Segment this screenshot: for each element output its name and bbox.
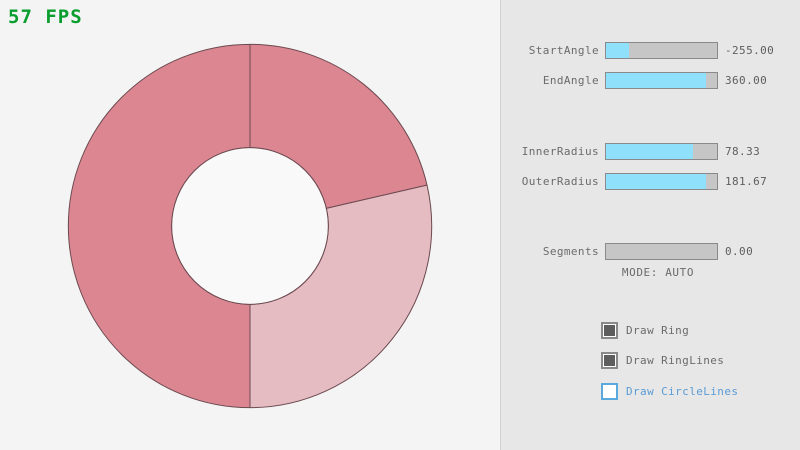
slider-track-outer-radius[interactable]	[605, 172, 718, 190]
checkbox-row-draw-circlelines[interactable]: Draw CircleLines	[601, 381, 738, 401]
checkbox-mark-icon	[604, 354, 615, 366]
slider-row-outer-radius[interactable]: OuterRadius 181.67	[501, 171, 800, 191]
slider-fill-end-angle	[606, 72, 706, 88]
slider-label-outer-radius: OuterRadius	[521, 174, 599, 188]
slider-track-start-angle[interactable]	[605, 41, 718, 59]
checkbox-label-draw-circlelines: Draw CircleLines	[626, 384, 739, 398]
render-viewport: 57 FPS	[8, 6, 433, 409]
mode-label: MODE: AUTO	[621, 266, 695, 279]
checkbox-draw-ringlines[interactable]	[601, 351, 618, 369]
slider-value-start-angle: -255.00	[725, 43, 775, 57]
slider-label-segments: Segments	[542, 244, 599, 258]
slider-value-inner-radius: 78.33	[725, 144, 761, 158]
checkbox-label-draw-ring: Draw Ring	[626, 323, 690, 337]
donut-chart	[67, 43, 433, 409]
slider-row-segments[interactable]: Segments 0.00	[501, 241, 800, 261]
slider-label-end-angle: EndAngle	[542, 73, 599, 87]
slider-row-inner-radius[interactable]: InnerRadius 78.33	[501, 141, 800, 161]
slider-label-start-angle: StartAngle	[528, 43, 599, 57]
slider-track-end-angle[interactable]	[605, 71, 718, 89]
fps-counter: 57 FPS	[8, 6, 83, 28]
checkbox-draw-ring[interactable]	[601, 321, 618, 339]
slider-value-outer-radius: 181.67	[725, 174, 768, 188]
slider-fill-start-angle	[606, 42, 630, 58]
slider-row-end-angle[interactable]: EndAngle 360.00	[501, 70, 800, 90]
slider-track-inner-radius[interactable]	[605, 142, 718, 160]
slider-fill-outer-radius	[606, 173, 706, 189]
checkbox-mark-icon	[604, 386, 615, 397]
donut-hole	[171, 147, 329, 305]
checkbox-mark-icon	[604, 324, 615, 336]
checkbox-label-draw-ringlines: Draw RingLines	[626, 353, 725, 367]
slider-value-segments: 0.00	[725, 244, 754, 258]
checkbox-row-draw-ring[interactable]: Draw Ring	[601, 320, 689, 340]
slider-fill-inner-radius	[606, 143, 693, 159]
slider-value-end-angle: 360.00	[725, 73, 768, 87]
slider-label-inner-radius: InnerRadius	[521, 144, 599, 158]
control-panel: StartAngle -255.00 EndAngle 360.00 InnerRadi…	[500, 0, 800, 450]
slider-track-segments[interactable]	[605, 242, 718, 260]
slider-row-start-angle[interactable]: StartAngle -255.00	[501, 40, 800, 60]
checkbox-draw-circlelines[interactable]	[601, 382, 618, 400]
checkbox-row-draw-ringlines[interactable]: Draw RingLines	[601, 350, 724, 370]
